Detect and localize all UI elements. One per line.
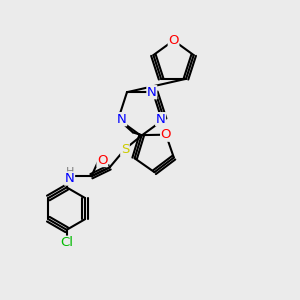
Text: O: O bbox=[97, 154, 108, 166]
Text: N: N bbox=[117, 113, 127, 126]
Text: S: S bbox=[121, 142, 129, 156]
Text: N: N bbox=[147, 86, 157, 99]
Text: N: N bbox=[156, 113, 166, 126]
Text: N: N bbox=[65, 172, 74, 185]
Text: H: H bbox=[66, 167, 74, 177]
Text: O: O bbox=[168, 34, 179, 47]
Text: O: O bbox=[161, 128, 171, 141]
Text: Cl: Cl bbox=[60, 236, 73, 249]
